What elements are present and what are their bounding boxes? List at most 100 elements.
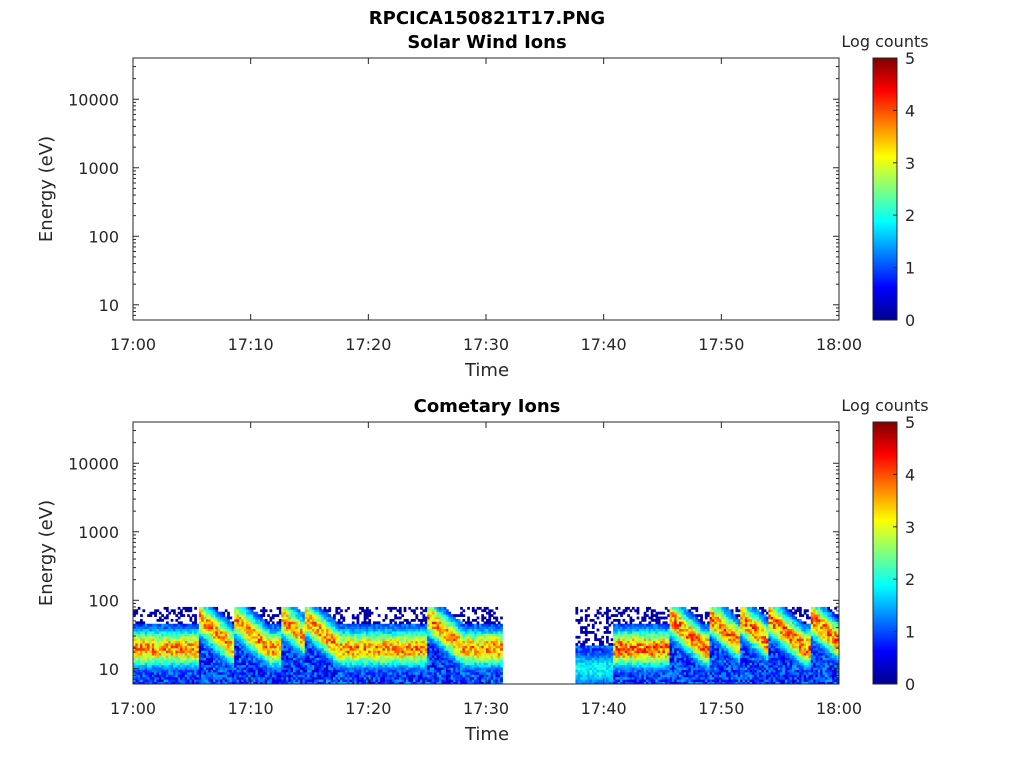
spectrogram-cell: [364, 665, 367, 668]
spectrogram-cell: [357, 638, 360, 641]
spectrogram-cell: [265, 653, 268, 656]
spectrogram-cell: [220, 645, 223, 648]
spectrogram-cell: [493, 638, 496, 641]
spectrogram-cell: [222, 617, 225, 620]
spectrogram-cell: [295, 658, 298, 661]
spectrogram-cell: [460, 672, 463, 675]
spectrogram-cell: [232, 633, 235, 636]
spectrogram-cell: [314, 643, 317, 646]
spectrogram-cell: [215, 670, 218, 673]
spectrogram-cell: [364, 612, 367, 615]
spectrogram-cell: [262, 641, 265, 644]
spectrogram-cell: [401, 679, 404, 682]
spectrogram-cell: [594, 621, 597, 624]
spectrogram-cell: [298, 631, 301, 634]
spectrogram-cell: [458, 621, 461, 624]
spectrogram-cell: [267, 674, 270, 677]
spectrogram-cell: [587, 679, 590, 682]
spectrogram-cell: [418, 653, 421, 656]
spectrogram-cell: [411, 667, 414, 670]
spectrogram-cell: [168, 638, 171, 641]
spectrogram-cell: [375, 638, 378, 641]
spectrogram-cell: [465, 633, 468, 636]
spectrogram-cell: [397, 633, 400, 636]
spectrogram-cell: [347, 672, 350, 675]
spectrogram-cell: [161, 667, 164, 670]
spectrogram-cell: [234, 653, 237, 656]
spectrogram-cell: [601, 672, 604, 675]
spectrogram-cell: [453, 670, 456, 673]
spectrogram-cell: [284, 655, 287, 658]
spectrogram-cell: [340, 645, 343, 648]
spectrogram-cell: [161, 665, 164, 668]
spectrogram-cell: [324, 662, 327, 665]
spectrogram-cell: [312, 648, 315, 651]
spectrogram-cell: [237, 633, 240, 636]
spectrogram-cell: [317, 633, 320, 636]
spectrogram-cell: [331, 631, 334, 634]
spectrogram-cell: [157, 619, 160, 622]
spectrogram-cell: [460, 631, 463, 634]
spectrogram-cell: [352, 655, 355, 658]
spectrogram-cell: [404, 670, 407, 673]
spectrogram-cell: [437, 643, 440, 646]
spectrogram-cell: [331, 650, 334, 653]
spectrogram-cell: [382, 655, 385, 658]
spectrogram-cell: [359, 645, 362, 648]
spectrogram-cell: [335, 648, 338, 651]
spectrogram-cell: [373, 636, 376, 639]
spectrogram-cell: [354, 667, 357, 670]
spectrogram-cell: [149, 624, 152, 627]
spectrogram-cell: [178, 607, 181, 610]
spectrogram-cell: [138, 626, 141, 629]
spectrogram-cell: [361, 660, 364, 663]
spectrogram-cell: [491, 648, 494, 651]
spectrogram-cell: [199, 643, 202, 646]
spectrogram-cell: [305, 636, 308, 639]
spectrogram-cell: [272, 672, 275, 675]
spectrogram-cell: [161, 679, 164, 682]
spectrogram-cell: [300, 650, 303, 653]
spectrogram-cell: [192, 679, 195, 682]
spectrogram-cell: [262, 660, 265, 663]
spectrogram-cell: [350, 679, 353, 682]
spectrogram-cell: [272, 626, 275, 629]
spectrogram-cell: [359, 624, 362, 627]
spectrogram-cell: [434, 679, 437, 682]
spectrogram-cell: [157, 624, 160, 627]
spectrogram-cell: [175, 672, 178, 675]
spectrogram-cell: [446, 626, 449, 629]
spectrogram-cell: [481, 626, 484, 629]
spectrogram-cell: [262, 655, 265, 658]
spectrogram-cell: [432, 650, 435, 653]
spectrogram-cell: [458, 660, 461, 663]
spectrogram-cell: [189, 674, 192, 677]
spectrogram-cell: [138, 645, 141, 648]
spectrogram-cell: [430, 672, 433, 675]
spectrogram-cell: [295, 674, 298, 677]
spectrogram-cell: [237, 626, 240, 629]
spectrogram-cell: [201, 674, 204, 677]
spectrogram-cell: [269, 631, 272, 634]
spectrogram-cell: [342, 670, 345, 673]
spectrogram-cell: [157, 631, 160, 634]
spectrogram-cell: [350, 641, 353, 644]
spectrogram-cell: [204, 643, 207, 646]
spectrogram-cell: [291, 648, 294, 651]
spectrogram-cell: [441, 674, 444, 677]
spectrogram-cell: [154, 674, 157, 677]
spectrogram-cell: [397, 617, 400, 620]
spectrogram-cell: [347, 636, 350, 639]
spectrogram-cell: [451, 633, 454, 636]
spectrogram-cell: [399, 658, 402, 661]
spectrogram-cell: [251, 643, 254, 646]
spectrogram-cell: [246, 660, 249, 663]
spectrogram-cell: [418, 679, 421, 682]
spectrogram-cell: [182, 643, 185, 646]
spectrogram-cell: [168, 612, 171, 615]
spectrogram-cell: [441, 621, 444, 624]
spectrogram-cell: [397, 677, 400, 680]
spectrogram-cell: [359, 672, 362, 675]
spectrogram-cell: [159, 672, 162, 675]
spectrogram-cell: [359, 660, 362, 663]
